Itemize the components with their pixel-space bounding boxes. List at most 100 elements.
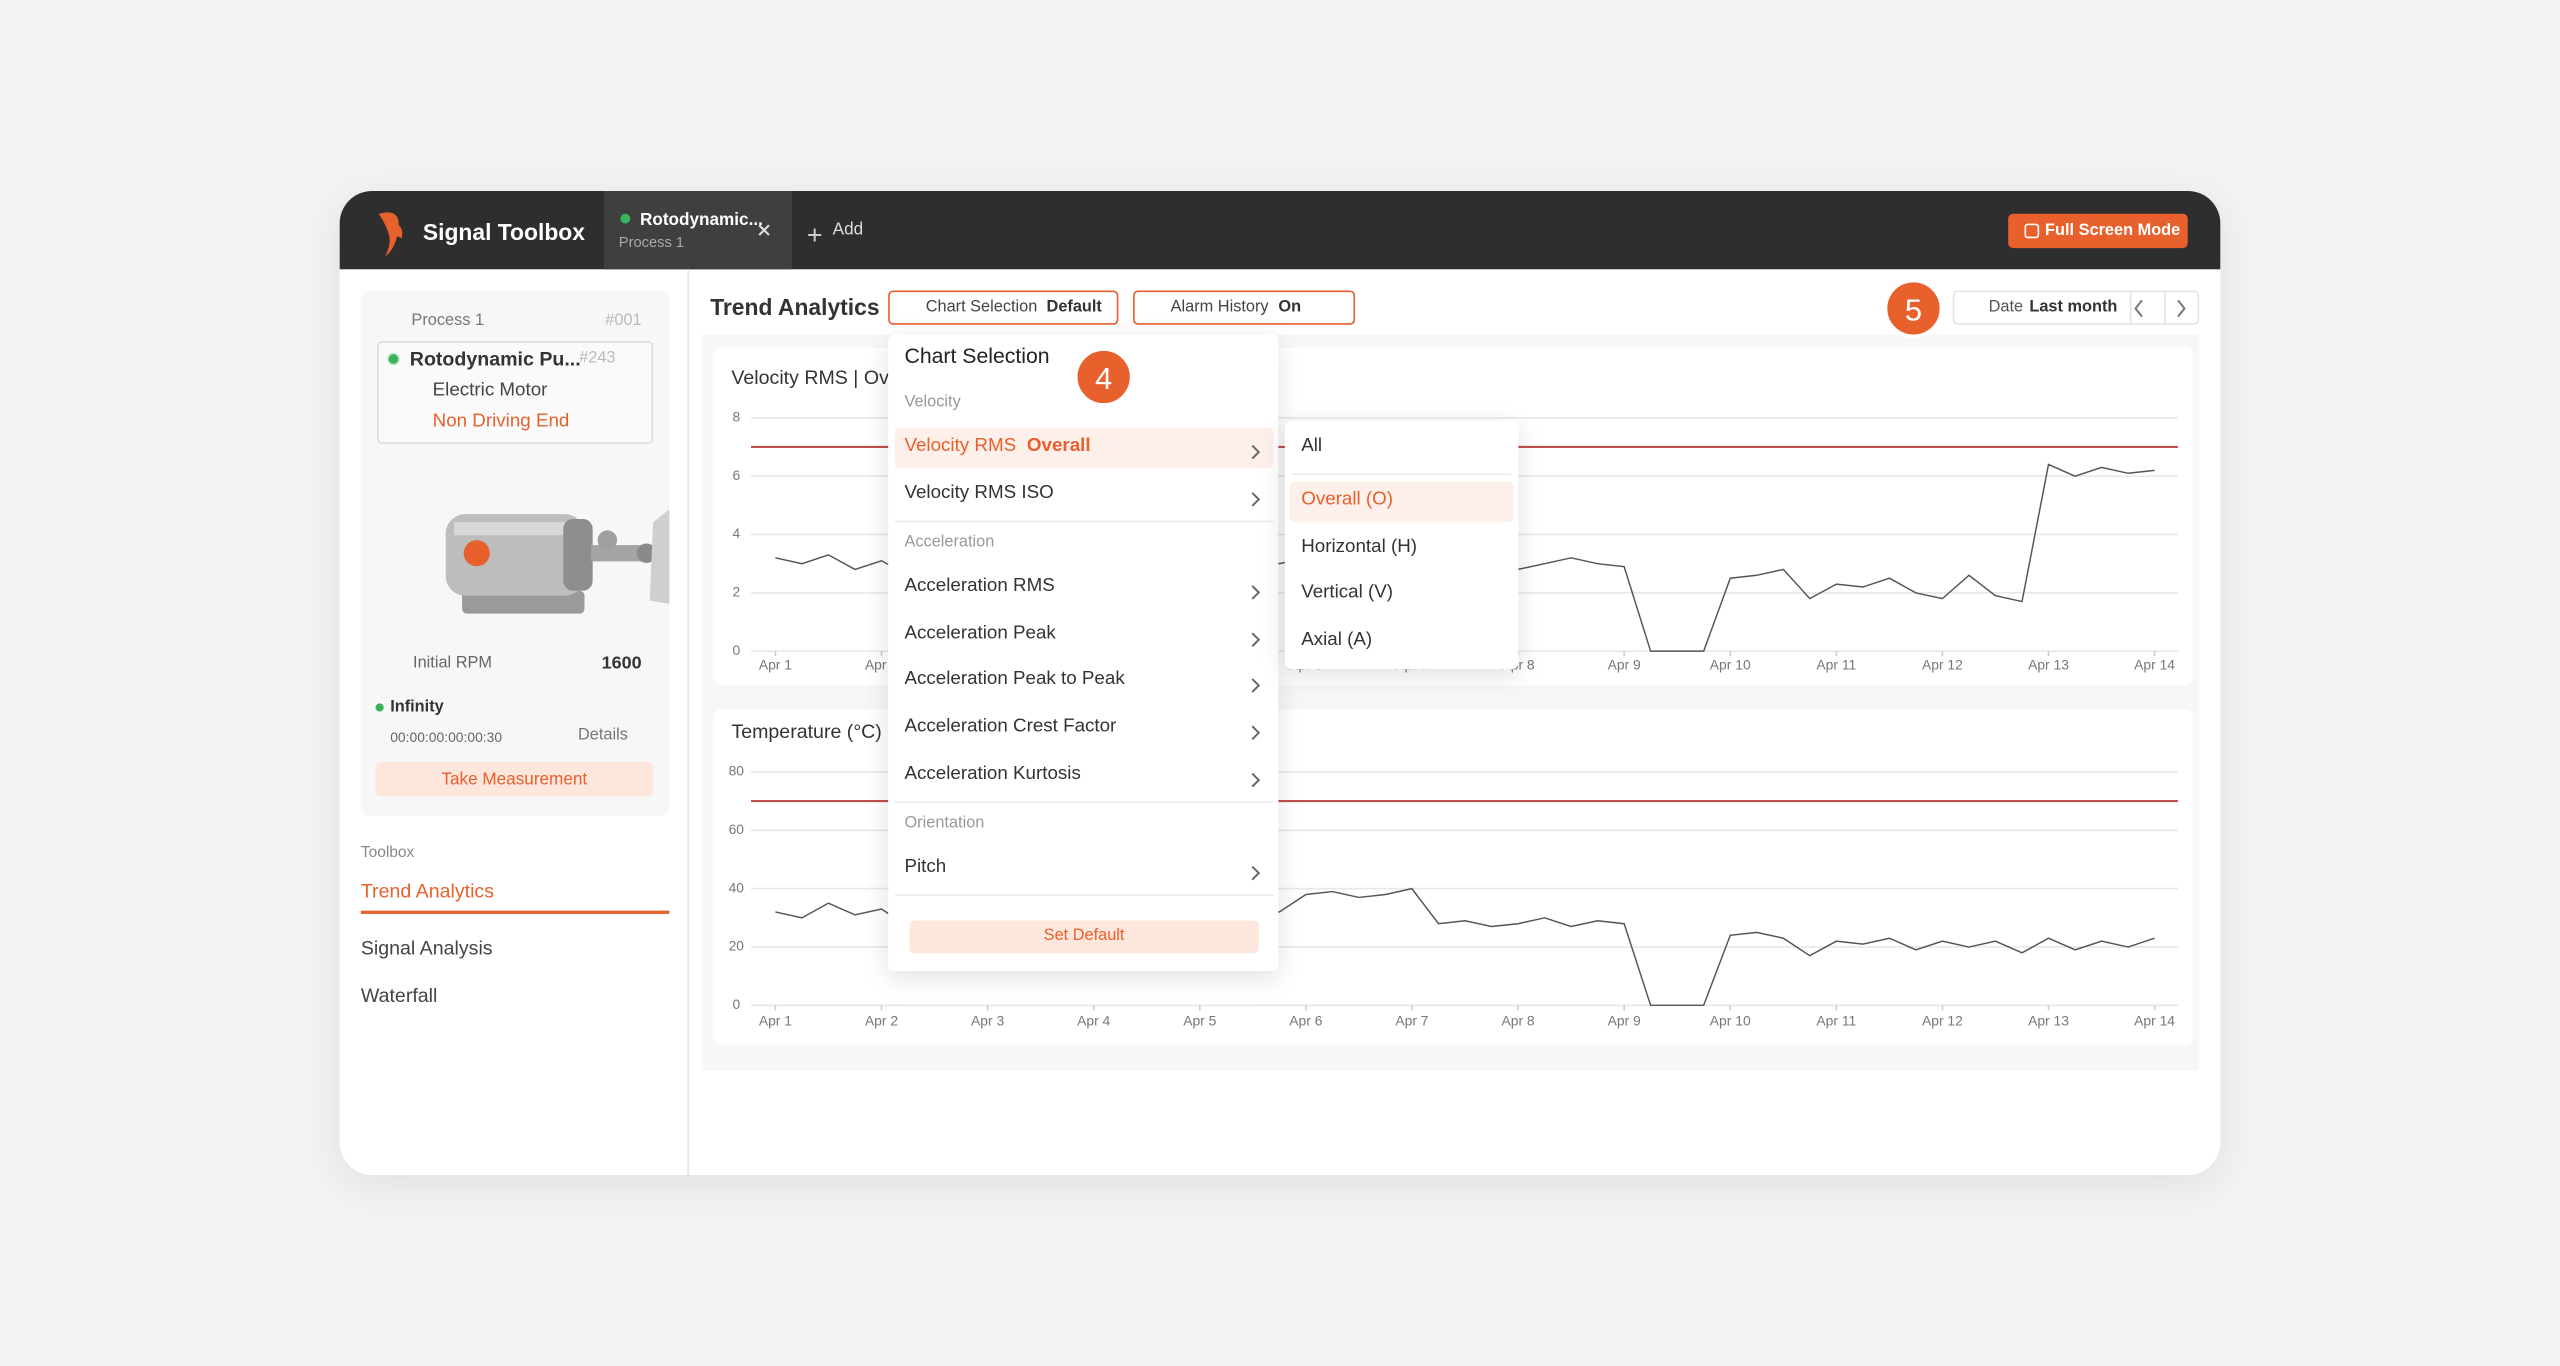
alarm-button[interactable]: [1133, 290, 1356, 325]
x-tick-label: Apr 13: [2028, 1012, 2069, 1028]
submenu-item[interactable]: Overall (O): [1301, 490, 1394, 510]
y-tick-label: 0: [732, 642, 740, 658]
toolbox-item[interactable]: Waterfall: [360, 984, 438, 1007]
menu-item[interactable]: Acceleration RMS: [904, 576, 1055, 596]
toolbox-item[interactable]: Signal Analysis: [360, 936, 493, 960]
set-default[interactable]: Set Default: [1043, 926, 1125, 945]
status-dot: [620, 213, 631, 224]
take-measurement[interactable]: Take Measurement: [441, 769, 588, 789]
x-tick-label: Apr 14: [2134, 657, 2175, 673]
y-tick-label: 40: [729, 879, 745, 895]
submenu-highlight: [1289, 481, 1514, 523]
x-tick-label: Apr 11: [1816, 657, 1856, 673]
details[interactable]: Details: [577, 726, 628, 745]
component[interactable]: Electric Motor: [432, 380, 548, 401]
process: Process 1: [411, 311, 485, 330]
y-tick-label: 8: [732, 408, 740, 424]
step-badge: 5: [1884, 279, 1943, 338]
chart-title: Velocity RMS | Overall: [731, 367, 925, 389]
x-tick-label: Apr 13: [2028, 657, 2069, 673]
menu-item[interactable]: Acceleration Kurtosis: [904, 764, 1081, 784]
submenu-item[interactable]: Vertical (V): [1301, 583, 1394, 603]
status-dot: [375, 703, 384, 712]
tab-close[interactable]: [756, 222, 772, 238]
x-tick-label: Apr 5: [1183, 1012, 1216, 1028]
menu-item[interactable]: Acceleration Peak: [904, 623, 1056, 643]
menu-item-value: Overall: [1026, 436, 1091, 456]
x-tick-label: Apr 1: [759, 1012, 792, 1028]
x-tick-label: Apr 12: [1922, 657, 1963, 673]
menu-item[interactable]: Acceleration Peak to Peak: [904, 670, 1125, 690]
x-tick-label: Apr 2: [865, 1012, 898, 1028]
menu-section: Velocity: [904, 393, 961, 412]
chevron: [1249, 860, 1262, 881]
submenu-divider: [1291, 473, 1512, 475]
point[interactable]: Non Driving End: [432, 411, 570, 432]
menu-divider: [894, 801, 1274, 803]
duration: 00:00:00:00:00:30: [390, 729, 503, 746]
menu-divider: [894, 520, 1274, 522]
y-tick-label: 20: [729, 938, 745, 954]
x-tick-label: Apr 8: [1501, 1012, 1534, 1028]
date-arrow: [2134, 299, 2143, 318]
toolbox-item[interactable]: Trend Analytics: [360, 879, 495, 903]
chevron: [1249, 673, 1262, 694]
asset-dot: [386, 352, 400, 366]
menu-item[interactable]: Velocity RMS: [904, 436, 1017, 456]
logo: [378, 212, 403, 257]
x-tick-label: Apr 12: [1922, 1012, 1963, 1028]
rpm-value: 1600: [601, 653, 642, 674]
x-tick-label: Apr 9: [1608, 657, 1641, 673]
alarm-value: On: [1278, 298, 1302, 317]
motor: [445, 509, 670, 614]
set-default-button[interactable]: [909, 920, 1259, 954]
menu-item[interactable]: Pitch: [904, 857, 947, 877]
chevron: [1249, 486, 1262, 507]
add-tab[interactable]: Add: [832, 219, 864, 240]
submenu-item[interactable]: Axial (A): [1301, 630, 1373, 650]
chevron: [1249, 579, 1262, 600]
menu-item[interactable]: Velocity RMS ISO: [904, 483, 1054, 503]
date-label: Date: [1988, 298, 2024, 317]
chart-title: Temperature (°C): [731, 721, 881, 743]
tab-title[interactable]: Rotodynamic...: [639, 210, 763, 230]
y-tick-label: 60: [729, 821, 745, 837]
menu-section: Orientation: [904, 814, 985, 833]
chart-selection-button[interactable]: [888, 290, 1119, 325]
chart-selection-value: Default: [1046, 298, 1102, 317]
step-badge: 4: [1074, 347, 1134, 407]
tab[interactable]: [604, 190, 792, 270]
x-tick-label: Apr 1: [759, 657, 792, 673]
step-badge-number: 5: [1904, 294, 1923, 329]
submenu-item[interactable]: Horizontal (H): [1301, 537, 1418, 557]
active-underline: [360, 910, 670, 914]
submenu-item[interactable]: All: [1301, 436, 1323, 456]
chart-selection-label: Chart Selection: [925, 298, 1038, 317]
y-tick-label: 6: [732, 467, 740, 483]
process-id: #001: [605, 311, 642, 330]
take-measurement-button[interactable]: [375, 762, 654, 797]
full-screen-label[interactable]: Full Screen Mode: [2045, 221, 2181, 240]
app-name: Signal Toolbox: [422, 218, 585, 245]
x-tick-label: Apr 14: [2134, 1012, 2175, 1028]
sidebar-border: [687, 269, 689, 1176]
y-tick-label: 0: [732, 996, 740, 1012]
menu-item-highlight: [894, 427, 1274, 469]
asset[interactable]: Rotodynamic Pu...: [409, 347, 581, 371]
menu-item[interactable]: Acceleration Crest Factor: [904, 717, 1117, 737]
x-tick-label: Apr 10: [1710, 1012, 1751, 1028]
x-tick-label: Apr 4: [1077, 1012, 1110, 1028]
alarm-label: Alarm History: [1170, 298, 1269, 317]
toolbox-label: Toolbox: [360, 844, 415, 863]
date-arrow: [2177, 299, 2186, 318]
y-tick-label: 80: [729, 763, 745, 779]
y-tick-label: 4: [732, 525, 740, 541]
chevron: [1249, 626, 1262, 647]
menu-title: Chart Selection: [904, 343, 1050, 369]
date-button[interactable]: [1952, 290, 2200, 325]
x-tick-label: Apr 11: [1816, 1012, 1856, 1028]
x-tick-label: Apr 7: [1395, 1012, 1428, 1028]
fs-icon: [2024, 223, 2040, 239]
